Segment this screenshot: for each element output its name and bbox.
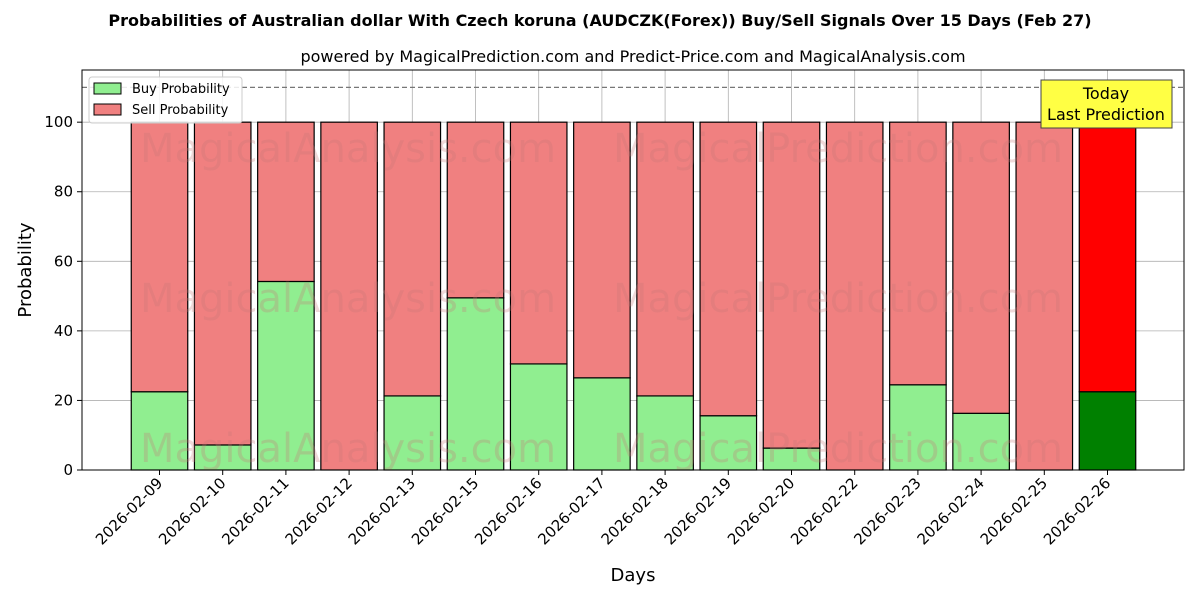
x-tick-label: 2026-02-23 — [850, 474, 924, 548]
x-tick-label: 2026-02-25 — [977, 474, 1051, 548]
x-tick-label: 2026-02-10 — [155, 474, 229, 548]
sell-bar — [636, 121, 694, 397]
buy-bar — [636, 395, 694, 471]
sell-bar — [762, 121, 821, 449]
legend-swatch — [93, 103, 122, 116]
y-tick-label: 100 — [44, 113, 73, 131]
x-tick-label: 2026-02-12 — [282, 474, 356, 548]
x-tick-label: 2026-02-22 — [787, 474, 861, 548]
sell-bar — [509, 121, 568, 365]
sell-bar — [320, 121, 378, 471]
x-tick-label: 2026-02-15 — [408, 474, 482, 548]
buy-bar — [257, 280, 315, 471]
sell-bar — [257, 121, 315, 283]
x-tick-label: 2026-02-18 — [598, 474, 672, 548]
y-axis: 0 20 40 60 80 100 — [44, 113, 82, 479]
y-tick-label: 80 — [54, 183, 73, 201]
chart-subtitle: powered by MagicalPrediction.com and Pre… — [300, 47, 965, 66]
annotation-line2: Last Prediction — [1047, 105, 1165, 124]
annotation-box — [1040, 79, 1173, 129]
x-tick-label: 2026-02-11 — [218, 474, 292, 548]
buy-bar — [573, 377, 631, 471]
x-axis-label: Days — [611, 565, 656, 586]
x-tick-label: 2026-02-13 — [345, 474, 419, 548]
x-tick-label: 2026-02-09 — [92, 474, 166, 548]
chart-title: Probabilities of Australian dollar With … — [108, 11, 1091, 30]
watermark-text: MagicalPrediction.com — [613, 126, 1063, 172]
x-axis: 2026-02-092026-02-102026-02-112026-02-12… — [92, 470, 1114, 548]
legend: Buy Probability Sell Probability — [88, 76, 243, 124]
annotation-line1: Today — [1082, 84, 1129, 103]
legend-label: Buy Probability — [132, 82, 230, 97]
watermark-text: MagicalAnalysis.com — [140, 126, 556, 172]
watermark-text: MagicalPrediction.com — [613, 426, 1063, 472]
sell-bar — [1078, 121, 1137, 393]
watermark-text: MagicalAnalysis.com — [140, 276, 556, 322]
legend-box — [88, 76, 243, 124]
legend-swatch — [93, 82, 122, 95]
buy-bar — [952, 412, 1010, 471]
watermark-text: MagicalPrediction.com — [613, 276, 1063, 322]
x-tick-label: 2026-02-19 — [661, 474, 735, 548]
plot-frame — [81, 69, 1185, 471]
sell-bar — [573, 121, 631, 379]
watermarks: MagicalAnalysis.com MagicalPrediction.com… — [140, 126, 1063, 472]
sell-bar — [1015, 121, 1074, 471]
today-annotation: Today Last Prediction — [1040, 79, 1173, 129]
bars — [130, 121, 1137, 471]
y-tick-label: 40 — [54, 322, 73, 340]
y-tick-label: 0 — [63, 461, 73, 479]
x-tick-label: 2026-02-24 — [914, 474, 988, 548]
x-tick-label: 2026-02-16 — [471, 474, 545, 548]
buy-bar — [699, 415, 758, 471]
sell-bar — [383, 121, 442, 397]
x-tick-label: 2026-02-20 — [724, 474, 798, 548]
sell-bar — [699, 121, 758, 417]
x-tick-label: 2026-02-17 — [534, 474, 608, 548]
sell-bar — [130, 121, 189, 393]
y-tick-label: 60 — [54, 252, 73, 270]
y-tick-label: 20 — [54, 391, 73, 409]
sell-bar — [889, 121, 947, 386]
sell-bar — [825, 121, 884, 471]
watermark-text: MagicalAnalysis.com — [140, 426, 556, 472]
buy-bar — [446, 297, 505, 471]
legend-label: Sell Probability — [132, 103, 229, 118]
buy-bar — [509, 363, 568, 471]
sell-bar — [952, 121, 1010, 414]
y-axis-label: Probability — [15, 222, 36, 317]
x-tick-label: 2026-02-26 — [1040, 474, 1114, 548]
buy-bar — [889, 384, 947, 471]
buy-bar — [1078, 391, 1137, 471]
sell-bar — [446, 121, 505, 299]
